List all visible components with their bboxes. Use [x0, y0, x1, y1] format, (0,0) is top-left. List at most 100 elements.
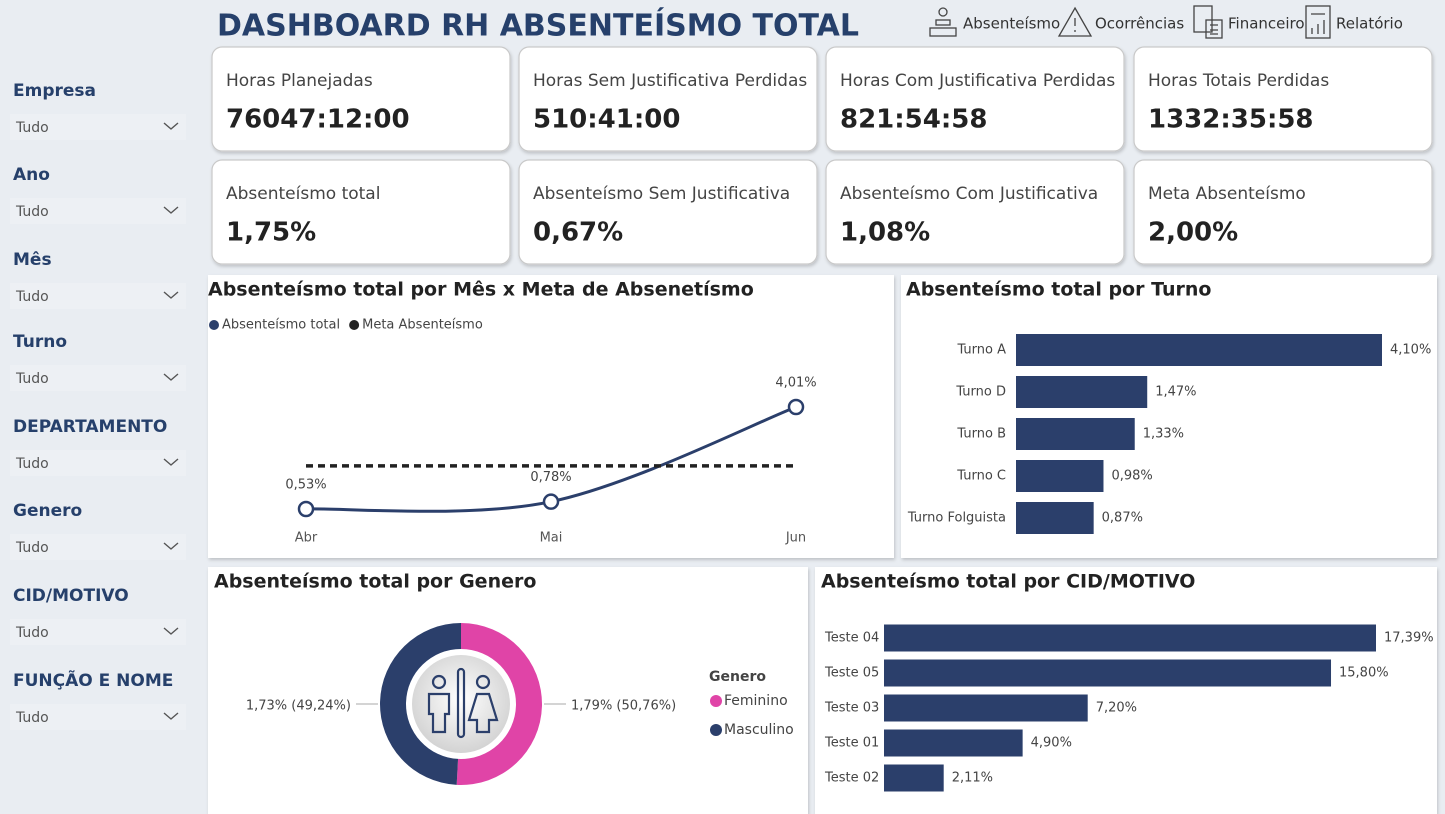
- category-label: Turno D: [955, 385, 1006, 400]
- category-label: Turno B: [956, 427, 1006, 442]
- legend-marker: [209, 320, 219, 330]
- kpi-value: 0,67%: [533, 218, 623, 248]
- data-label: 0,53%: [285, 478, 326, 493]
- filter-dropdown[interactable]: [10, 283, 186, 309]
- data-label: 0,78%: [530, 470, 571, 485]
- data-label: 4,90%: [1031, 736, 1072, 751]
- icon-ocorrencias[interactable]: [1057, 6, 1093, 37]
- data-point: [297, 500, 315, 518]
- filter-value: Tudo: [15, 625, 49, 641]
- legend-marker: [710, 695, 722, 707]
- legend-marker: [710, 724, 722, 736]
- kpi-value: 2,00%: [1148, 218, 1238, 248]
- nav-link[interactable]: Financeiro: [1228, 15, 1305, 33]
- filter-dropdown[interactable]: [10, 365, 186, 391]
- kpi-label: Horas Planejadas: [226, 71, 373, 91]
- filter-label: Genero: [13, 501, 82, 521]
- legend-label: Absenteísmo total: [222, 318, 340, 333]
- kpi-label: Horas Com Justificativa Perdidas: [840, 71, 1115, 91]
- filter-label: CID/MOTIVO: [13, 586, 129, 606]
- filter-value: Tudo: [15, 204, 49, 220]
- kpi-label: Absenteísmo Sem Justificativa: [533, 184, 790, 204]
- legend-label: Meta Absenteísmo: [362, 318, 483, 333]
- icon-absenteismo[interactable]: [929, 7, 957, 37]
- gender-icon: [427, 667, 499, 739]
- data-label: 17,39%: [1384, 631, 1434, 646]
- filter-dropdown[interactable]: [10, 450, 186, 476]
- chevron: [163, 542, 179, 550]
- filter-dropdown[interactable]: [10, 198, 186, 224]
- filter-value: Tudo: [15, 120, 49, 136]
- bar: [1016, 334, 1382, 366]
- nav-icons: [929, 5, 1331, 39]
- category-label: Teste 02: [824, 771, 879, 786]
- category-label: Turno C: [956, 469, 1006, 484]
- kpi-card: [211, 159, 511, 265]
- data-label: 1,47%: [1155, 385, 1196, 400]
- filter-value: Tudo: [15, 371, 49, 387]
- legend-title: Genero: [709, 669, 766, 685]
- category-label: Teste 01: [824, 736, 879, 751]
- filter-value: Tudo: [15, 710, 49, 726]
- category-label: Teste 04: [824, 631, 879, 646]
- kpi-label: Horas Totais Perdidas: [1148, 71, 1329, 91]
- filter-value: Tudo: [15, 456, 49, 472]
- category-label: Turno Folguista: [907, 511, 1006, 526]
- chevron: [163, 627, 179, 635]
- nav-link[interactable]: Ocorrências: [1095, 15, 1184, 33]
- chart-title: Absenteísmo total por Turno: [906, 279, 1211, 301]
- bar: [884, 624, 1376, 652]
- data-label: 0,98%: [1111, 469, 1152, 484]
- data-label: 1,79% (50,76%): [571, 699, 676, 714]
- icon-divider: [456, 667, 466, 739]
- kpi-value: 1332:35:58: [1148, 105, 1314, 135]
- kpi-card: [825, 46, 1125, 152]
- filter-dropdown[interactable]: [10, 534, 186, 560]
- donut-slice: [379, 623, 461, 785]
- filter-dropdown[interactable]: [10, 619, 186, 645]
- filter-dropdown[interactable]: [10, 114, 186, 140]
- category-label: Teste 03: [824, 701, 879, 716]
- nav-link[interactable]: Relatório: [1336, 15, 1403, 33]
- icon-relatorio[interactable]: [1305, 5, 1331, 39]
- filter-value: Tudo: [15, 289, 49, 305]
- icon-female-body: [467, 692, 499, 734]
- panel: [901, 275, 1437, 558]
- donut-slice: [456, 623, 542, 785]
- filter-label: Empresa: [13, 81, 96, 101]
- kpi-label: Horas Sem Justificativa Perdidas: [533, 71, 807, 91]
- chevron: [163, 373, 179, 381]
- filter-dropdown[interactable]: [10, 704, 186, 730]
- chevron: [163, 458, 179, 466]
- icon-male-head: [431, 674, 447, 690]
- kpi-value: 1,08%: [840, 218, 930, 248]
- data-label: 4,10%: [1390, 343, 1431, 358]
- chart-title: Absenteísmo total por Mês x Meta de Abse…: [208, 279, 754, 301]
- icon-financeiro[interactable]: [1193, 5, 1223, 39]
- dashboard-title: DASHBOARD RH ABSENTEÍSMO TOTAL: [217, 8, 859, 44]
- kpi-label: Absenteísmo total: [226, 184, 380, 204]
- bar: [884, 729, 1023, 757]
- data-label: 0,87%: [1102, 511, 1143, 526]
- data-label: 15,80%: [1339, 666, 1389, 681]
- icon-disc: [412, 655, 510, 753]
- legend-label: Masculino: [724, 722, 794, 738]
- bar: [884, 659, 1332, 687]
- chevron: [163, 712, 179, 720]
- nav-link[interactable]: Absenteísmo: [963, 15, 1060, 33]
- icon-male-body: [427, 692, 451, 734]
- kpi-card: [1133, 46, 1433, 152]
- kpi-card: [1133, 159, 1433, 265]
- kpi-label: Absenteísmo Com Justificativa: [840, 184, 1098, 204]
- category-label: Teste 05: [824, 666, 879, 681]
- legend-marker: [349, 320, 360, 330]
- data-point: [787, 398, 805, 416]
- filter-label: FUNÇÃO E NOME: [13, 668, 173, 691]
- icon-female-head: [475, 674, 491, 690]
- kpi-card: [825, 159, 1125, 265]
- bar: [884, 764, 944, 792]
- kpi-card: [518, 46, 818, 152]
- chart-title: Absenteísmo total por Genero: [214, 571, 536, 593]
- data-label: 2,11%: [952, 771, 993, 786]
